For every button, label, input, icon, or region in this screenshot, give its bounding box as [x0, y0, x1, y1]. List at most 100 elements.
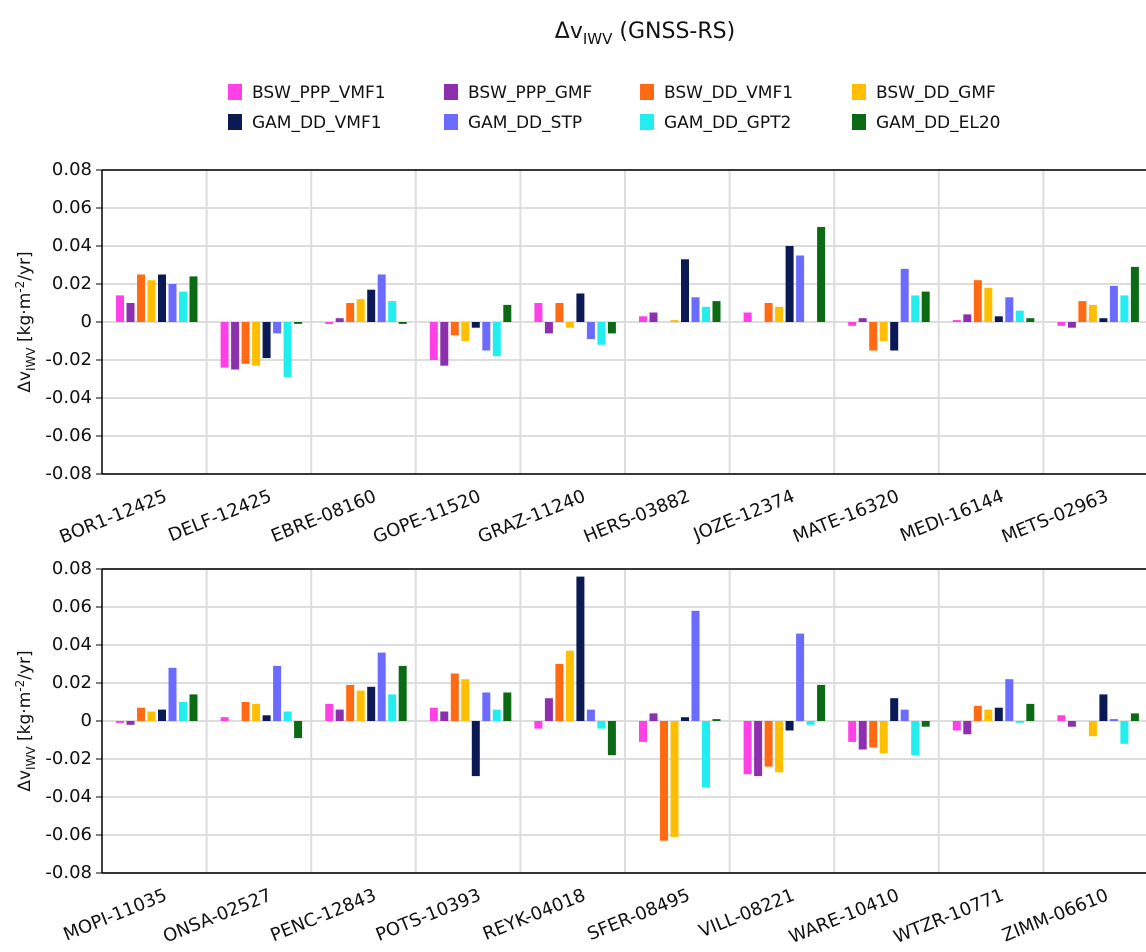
bar — [963, 314, 972, 322]
y-axis-label: ΔvIWV [kg·m-2/yr] — [13, 650, 38, 791]
x-tick-label: SFER-08495 — [584, 885, 693, 945]
bar — [994, 316, 1003, 322]
bar — [471, 721, 480, 777]
bar — [764, 303, 773, 322]
y-tick-label: 0 — [81, 710, 92, 731]
bar — [241, 322, 250, 364]
legend-swatch — [640, 114, 654, 130]
x-tick-label: ZIMM-06610 — [999, 885, 1111, 947]
bar — [273, 665, 282, 721]
y-label-part: [kg·m — [15, 293, 35, 348]
legend-label: GAM_DD_STP — [468, 113, 582, 133]
x-tick-label: DELF-12425 — [165, 486, 274, 546]
bar — [712, 719, 721, 721]
legend-swatch — [640, 84, 654, 100]
bar — [984, 287, 993, 322]
bar — [503, 304, 512, 322]
bar — [1088, 721, 1097, 737]
chart-title: ΔvIWV (GNSS-RS) — [555, 19, 735, 48]
bar — [607, 721, 616, 756]
x-tick-label: BOR1-12425 — [57, 486, 170, 548]
bar — [890, 322, 899, 351]
y-tick-label: -0.04 — [45, 786, 92, 807]
bar — [388, 301, 397, 322]
y-label-sup: -2 — [13, 680, 27, 692]
bar — [158, 274, 166, 322]
legend-label: BSW_PPP_GMF — [468, 83, 592, 103]
y-tick-label: -0.04 — [45, 387, 92, 408]
x-tick-label: GOPE-11520 — [370, 486, 484, 548]
bar — [639, 316, 647, 322]
bar — [586, 709, 595, 721]
bar — [900, 268, 909, 322]
bar — [743, 312, 752, 322]
bar — [911, 295, 920, 322]
title-part: (GNSS-RS) — [612, 19, 735, 44]
x-tick-label: WTZR-10771 — [891, 885, 1007, 948]
bar — [555, 303, 564, 322]
bar — [482, 322, 491, 351]
bar — [294, 721, 303, 739]
bar — [702, 306, 710, 322]
y-tick-label: 0.08 — [52, 159, 92, 180]
bar — [147, 280, 156, 322]
bar — [879, 721, 888, 754]
bar — [346, 684, 355, 721]
bar — [984, 709, 993, 721]
bar — [660, 721, 668, 841]
bar — [147, 711, 156, 721]
y-tick-label: 0.02 — [52, 672, 92, 693]
bar — [471, 322, 480, 328]
x-tick-label: MOPI-11035 — [61, 885, 171, 946]
y-tick-label: 0 — [81, 311, 92, 332]
bar — [179, 702, 187, 721]
bar — [252, 322, 261, 366]
bar — [503, 692, 512, 721]
x-tick-label: GRAZ-11240 — [475, 486, 588, 548]
bar — [785, 246, 794, 322]
bar — [1109, 285, 1118, 322]
bar — [158, 709, 166, 721]
bar — [1130, 266, 1139, 322]
bar — [1057, 715, 1066, 721]
y-tick-label: 0.04 — [52, 634, 92, 655]
bar — [356, 299, 365, 322]
bar — [586, 322, 595, 340]
bar — [670, 721, 679, 837]
bar — [639, 721, 647, 742]
bar — [754, 721, 763, 777]
bar — [555, 664, 564, 721]
y-tick-label: -0.02 — [45, 748, 92, 769]
x-tick-label: METS-02963 — [999, 486, 1112, 548]
bar — [973, 280, 982, 322]
bar — [1120, 721, 1129, 744]
legend-swatch — [444, 114, 458, 130]
bar — [858, 318, 867, 322]
bar — [168, 667, 177, 721]
title-sub: IWV — [583, 30, 613, 48]
bar — [544, 698, 553, 721]
legend-label: BSW_DD_GMF — [876, 83, 996, 103]
bar — [220, 717, 229, 721]
y-label-sup: -2 — [13, 281, 27, 293]
legend-swatch — [852, 114, 866, 130]
bar — [1109, 719, 1118, 721]
bar — [1005, 297, 1014, 322]
bar — [952, 721, 961, 731]
bar — [231, 322, 240, 370]
bar — [1067, 721, 1076, 727]
bar — [179, 291, 187, 322]
bar — [252, 703, 261, 721]
bar — [1078, 301, 1087, 322]
bar — [189, 694, 198, 721]
bar — [1099, 318, 1108, 322]
bar — [461, 679, 470, 721]
y-tick-label: 0.08 — [52, 558, 92, 579]
bar — [576, 293, 585, 322]
bar — [911, 721, 920, 756]
bar — [796, 255, 805, 322]
bar — [461, 322, 470, 341]
bar — [325, 322, 334, 324]
y-label-part: Δv — [15, 770, 35, 792]
